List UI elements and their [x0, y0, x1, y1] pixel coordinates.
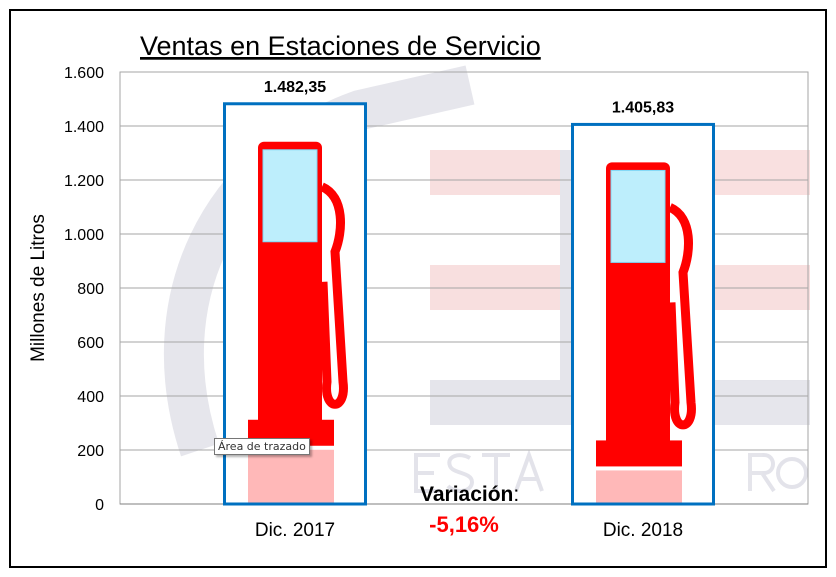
- bar: [571, 122, 715, 506]
- y-axis-label: Millones de Litros: [28, 214, 49, 362]
- tooltip: Área de trazado: [214, 438, 310, 455]
- y-tick-label: 800: [77, 281, 104, 298]
- x-tick-label: Dic. 2017: [255, 520, 335, 541]
- data-label: 1.482,35: [264, 79, 326, 96]
- pump-base-icon: [596, 440, 682, 467]
- pump-screen-icon: [610, 169, 666, 263]
- y-tick-label: 600: [77, 335, 104, 352]
- pump-screen-icon: [262, 149, 318, 243]
- pump-reflection-icon: [248, 449, 334, 504]
- y-tick-label: 1.000: [64, 227, 104, 244]
- pump-hose-icon: [666, 203, 696, 430]
- bar-border: [223, 102, 367, 506]
- chart-title: Ventas en Estaciones de Servicio: [140, 31, 541, 61]
- bar-border: [571, 122, 715, 506]
- y-tick-label: 1.600: [64, 65, 104, 82]
- pump-hose-icon: [318, 182, 348, 409]
- y-tick-label: 1.400: [64, 119, 104, 136]
- y-tick-label: 0: [95, 497, 104, 514]
- x-tick-label: Dic. 2018: [603, 520, 683, 541]
- y-tick-label: 400: [77, 389, 104, 406]
- variation-label: Variación:: [420, 483, 519, 506]
- y-tick-label: 200: [77, 443, 104, 460]
- pump-reflection-icon: [596, 470, 682, 504]
- data-label: 1.405,83: [612, 99, 674, 116]
- watermark-lettering-logo: [414, 449, 808, 493]
- y-tick-label: 1.200: [64, 173, 104, 190]
- bar: [223, 102, 367, 506]
- variation-value: -5,16%: [429, 512, 499, 537]
